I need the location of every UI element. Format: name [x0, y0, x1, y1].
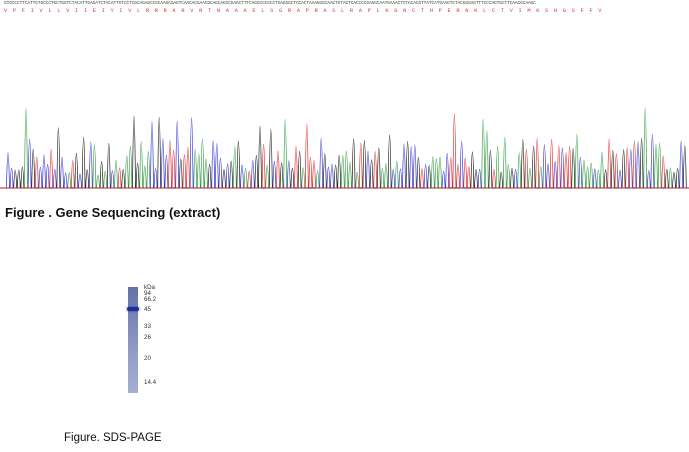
chromatogram	[0, 108, 689, 189]
marker-label: 20	[144, 355, 151, 362]
trace-g	[0, 115, 689, 189]
marker-label: 26	[144, 334, 151, 341]
trace-a	[0, 108, 689, 189]
marker-label: 94	[144, 290, 151, 297]
gene-sequencing-caption: Figure . Gene Sequencing (extract)	[5, 205, 221, 220]
sds-page-gel: kDa 94 66.2 45 33 26 20 14.4	[78, 262, 188, 407]
trace-c	[0, 117, 689, 189]
protein-band	[127, 307, 139, 311]
marker-label: 33	[144, 323, 151, 330]
marker-label: 14.4	[144, 379, 157, 386]
marker-unit-label: kDa	[144, 284, 156, 291]
dna-sequence: GTGCCCTTCATTGTGCCCTGCTGGTCTACATTGAGATCTA…	[4, 1, 536, 6]
gel-lane	[128, 287, 138, 393]
chromatogram-traces	[0, 108, 689, 189]
marker-label: 66.2	[144, 296, 157, 303]
sds-page-caption: Figure. SDS-PAGE	[64, 432, 162, 444]
protein-sequence: V P F I V L L V I I E I Y I V L R R R K …	[4, 8, 603, 14]
marker-label: 45	[144, 306, 151, 313]
trace-t	[0, 113, 689, 189]
